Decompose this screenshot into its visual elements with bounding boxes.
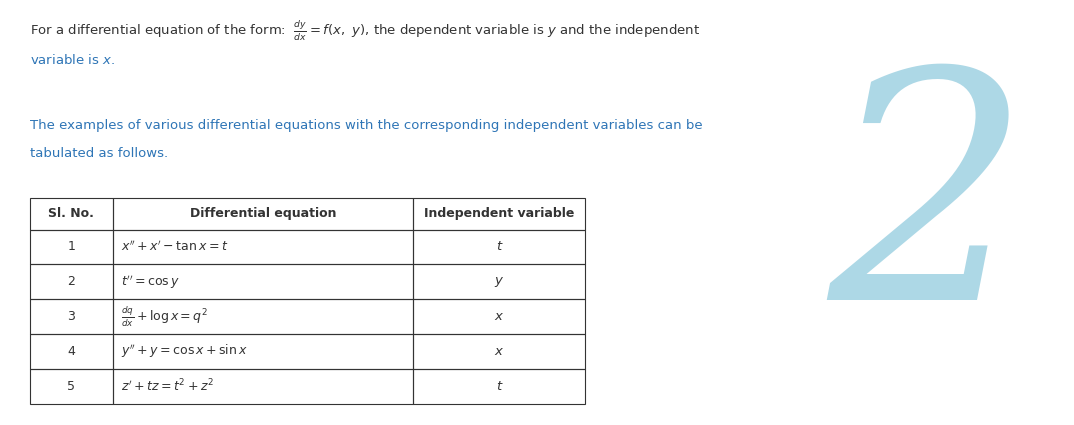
Bar xyxy=(113,230,413,264)
Text: $\frac{dq}{dx} + \log x = q^2$: $\frac{dq}{dx} + \log x = q^2$ xyxy=(121,305,208,329)
Bar xyxy=(30,299,113,334)
Text: $y'' + y = \cos x + \sin x$: $y'' + y = \cos x + \sin x$ xyxy=(121,343,248,360)
Text: variable is $x$.: variable is $x$. xyxy=(30,53,115,67)
Bar xyxy=(113,299,413,334)
Text: 5: 5 xyxy=(68,380,75,393)
Text: For a differential equation of the form:  $\frac{dy}{dx} = f\left(x,\ y\right)$,: For a differential equation of the form:… xyxy=(30,19,700,43)
Bar xyxy=(30,334,113,369)
Text: $z' + tz = t^2 + z^2$: $z' + tz = t^2 + z^2$ xyxy=(121,378,214,395)
Bar xyxy=(113,369,413,404)
Bar xyxy=(413,198,585,230)
Text: $x$: $x$ xyxy=(494,310,505,323)
Text: 3: 3 xyxy=(68,310,75,323)
Text: Sl. No.: Sl. No. xyxy=(48,207,95,220)
Bar xyxy=(113,334,413,369)
Text: $y$: $y$ xyxy=(494,275,505,289)
Text: tabulated as follows.: tabulated as follows. xyxy=(30,147,169,160)
Bar xyxy=(413,230,585,264)
Text: $x$: $x$ xyxy=(494,345,505,358)
Bar xyxy=(30,264,113,299)
Text: $t$: $t$ xyxy=(495,241,504,253)
Bar xyxy=(113,264,413,299)
Bar xyxy=(413,369,585,404)
Bar xyxy=(30,198,113,230)
Text: 1: 1 xyxy=(68,241,75,253)
Text: 4: 4 xyxy=(68,345,75,358)
Bar xyxy=(413,334,585,369)
Text: 2: 2 xyxy=(827,58,1031,367)
Bar xyxy=(113,198,413,230)
Bar xyxy=(413,299,585,334)
Bar xyxy=(413,264,585,299)
Text: $t$: $t$ xyxy=(495,380,504,393)
Text: Differential equation: Differential equation xyxy=(190,207,336,220)
Text: The examples of various differential equations with the corresponding independen: The examples of various differential equ… xyxy=(30,119,702,132)
Bar xyxy=(30,369,113,404)
Text: $x'' + x' - \tan x = t$: $x'' + x' - \tan x = t$ xyxy=(121,240,229,254)
Text: Independent variable: Independent variable xyxy=(424,207,575,220)
Text: 2: 2 xyxy=(68,275,75,288)
Text: $t'' = \cos y$: $t'' = \cos y$ xyxy=(121,273,180,291)
Bar xyxy=(30,230,113,264)
